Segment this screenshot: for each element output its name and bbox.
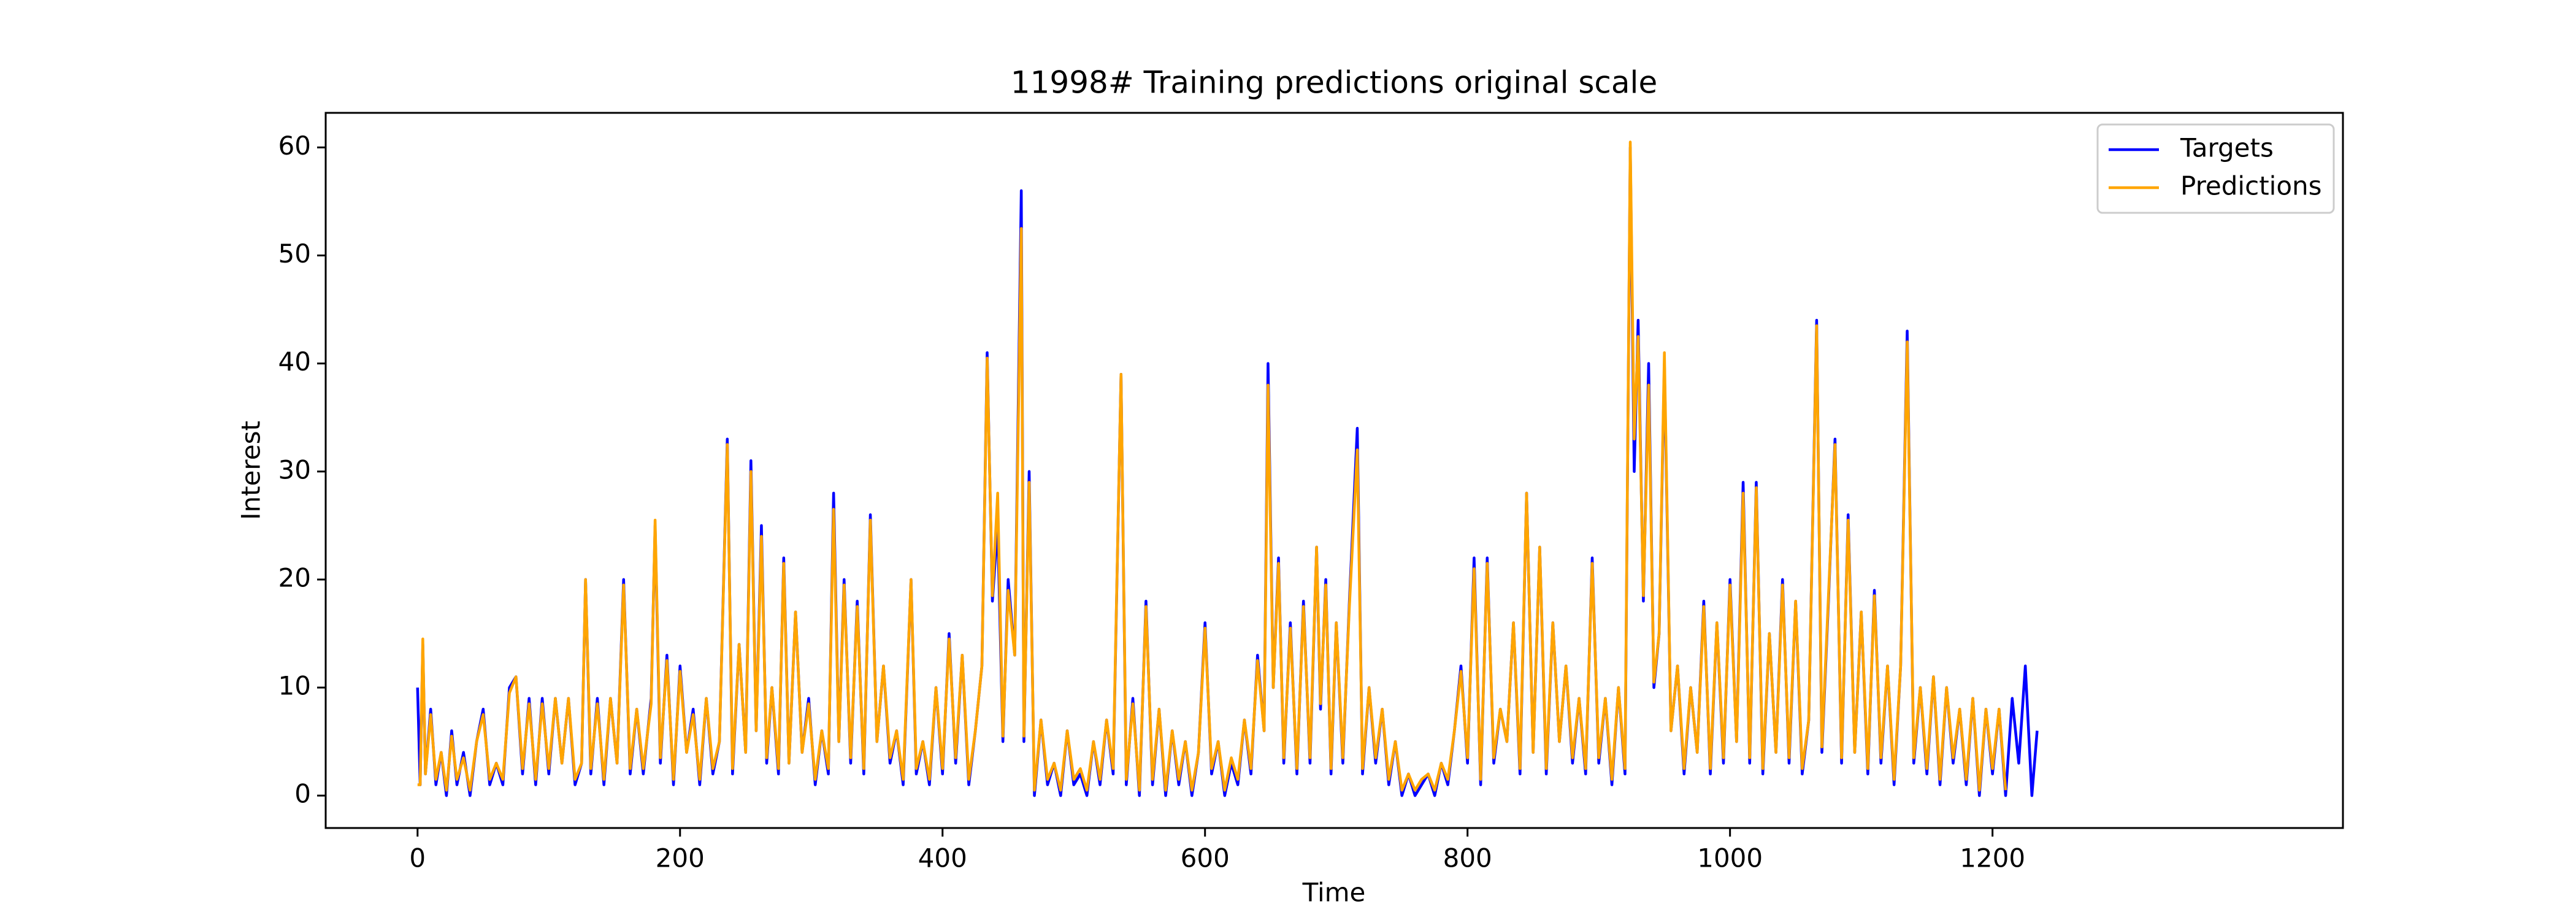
x-tick-label: 400 (918, 843, 967, 873)
x-tick-label: 600 (1181, 843, 1230, 873)
x-tick-label: 0 (409, 843, 426, 873)
y-tick-label: 0 (294, 779, 311, 809)
chart-title: 11998# Training predictions original sca… (1011, 65, 1657, 101)
x-axis-label: Time (1302, 878, 1366, 908)
y-tick-label: 20 (278, 562, 311, 592)
y-axis-label: Interest (236, 421, 266, 520)
y-tick-label: 30 (278, 454, 311, 485)
x-tick-label: 1000 (1697, 843, 1763, 873)
x-tick-label: 200 (656, 843, 705, 873)
x-tick-label: 1200 (1960, 843, 2025, 873)
y-tick-label: 50 (278, 239, 311, 269)
x-tick-label: 800 (1443, 843, 1492, 873)
y-tick-label: 60 (278, 131, 311, 161)
y-tick-label: 40 (278, 347, 311, 377)
y-tick-label: 10 (278, 671, 311, 701)
legend-label: Predictions (2180, 171, 2322, 201)
legend (2096, 123, 2335, 214)
legend-label: Targets (2180, 133, 2274, 163)
series-line (417, 140, 2007, 792)
plot-frame (324, 112, 2344, 829)
